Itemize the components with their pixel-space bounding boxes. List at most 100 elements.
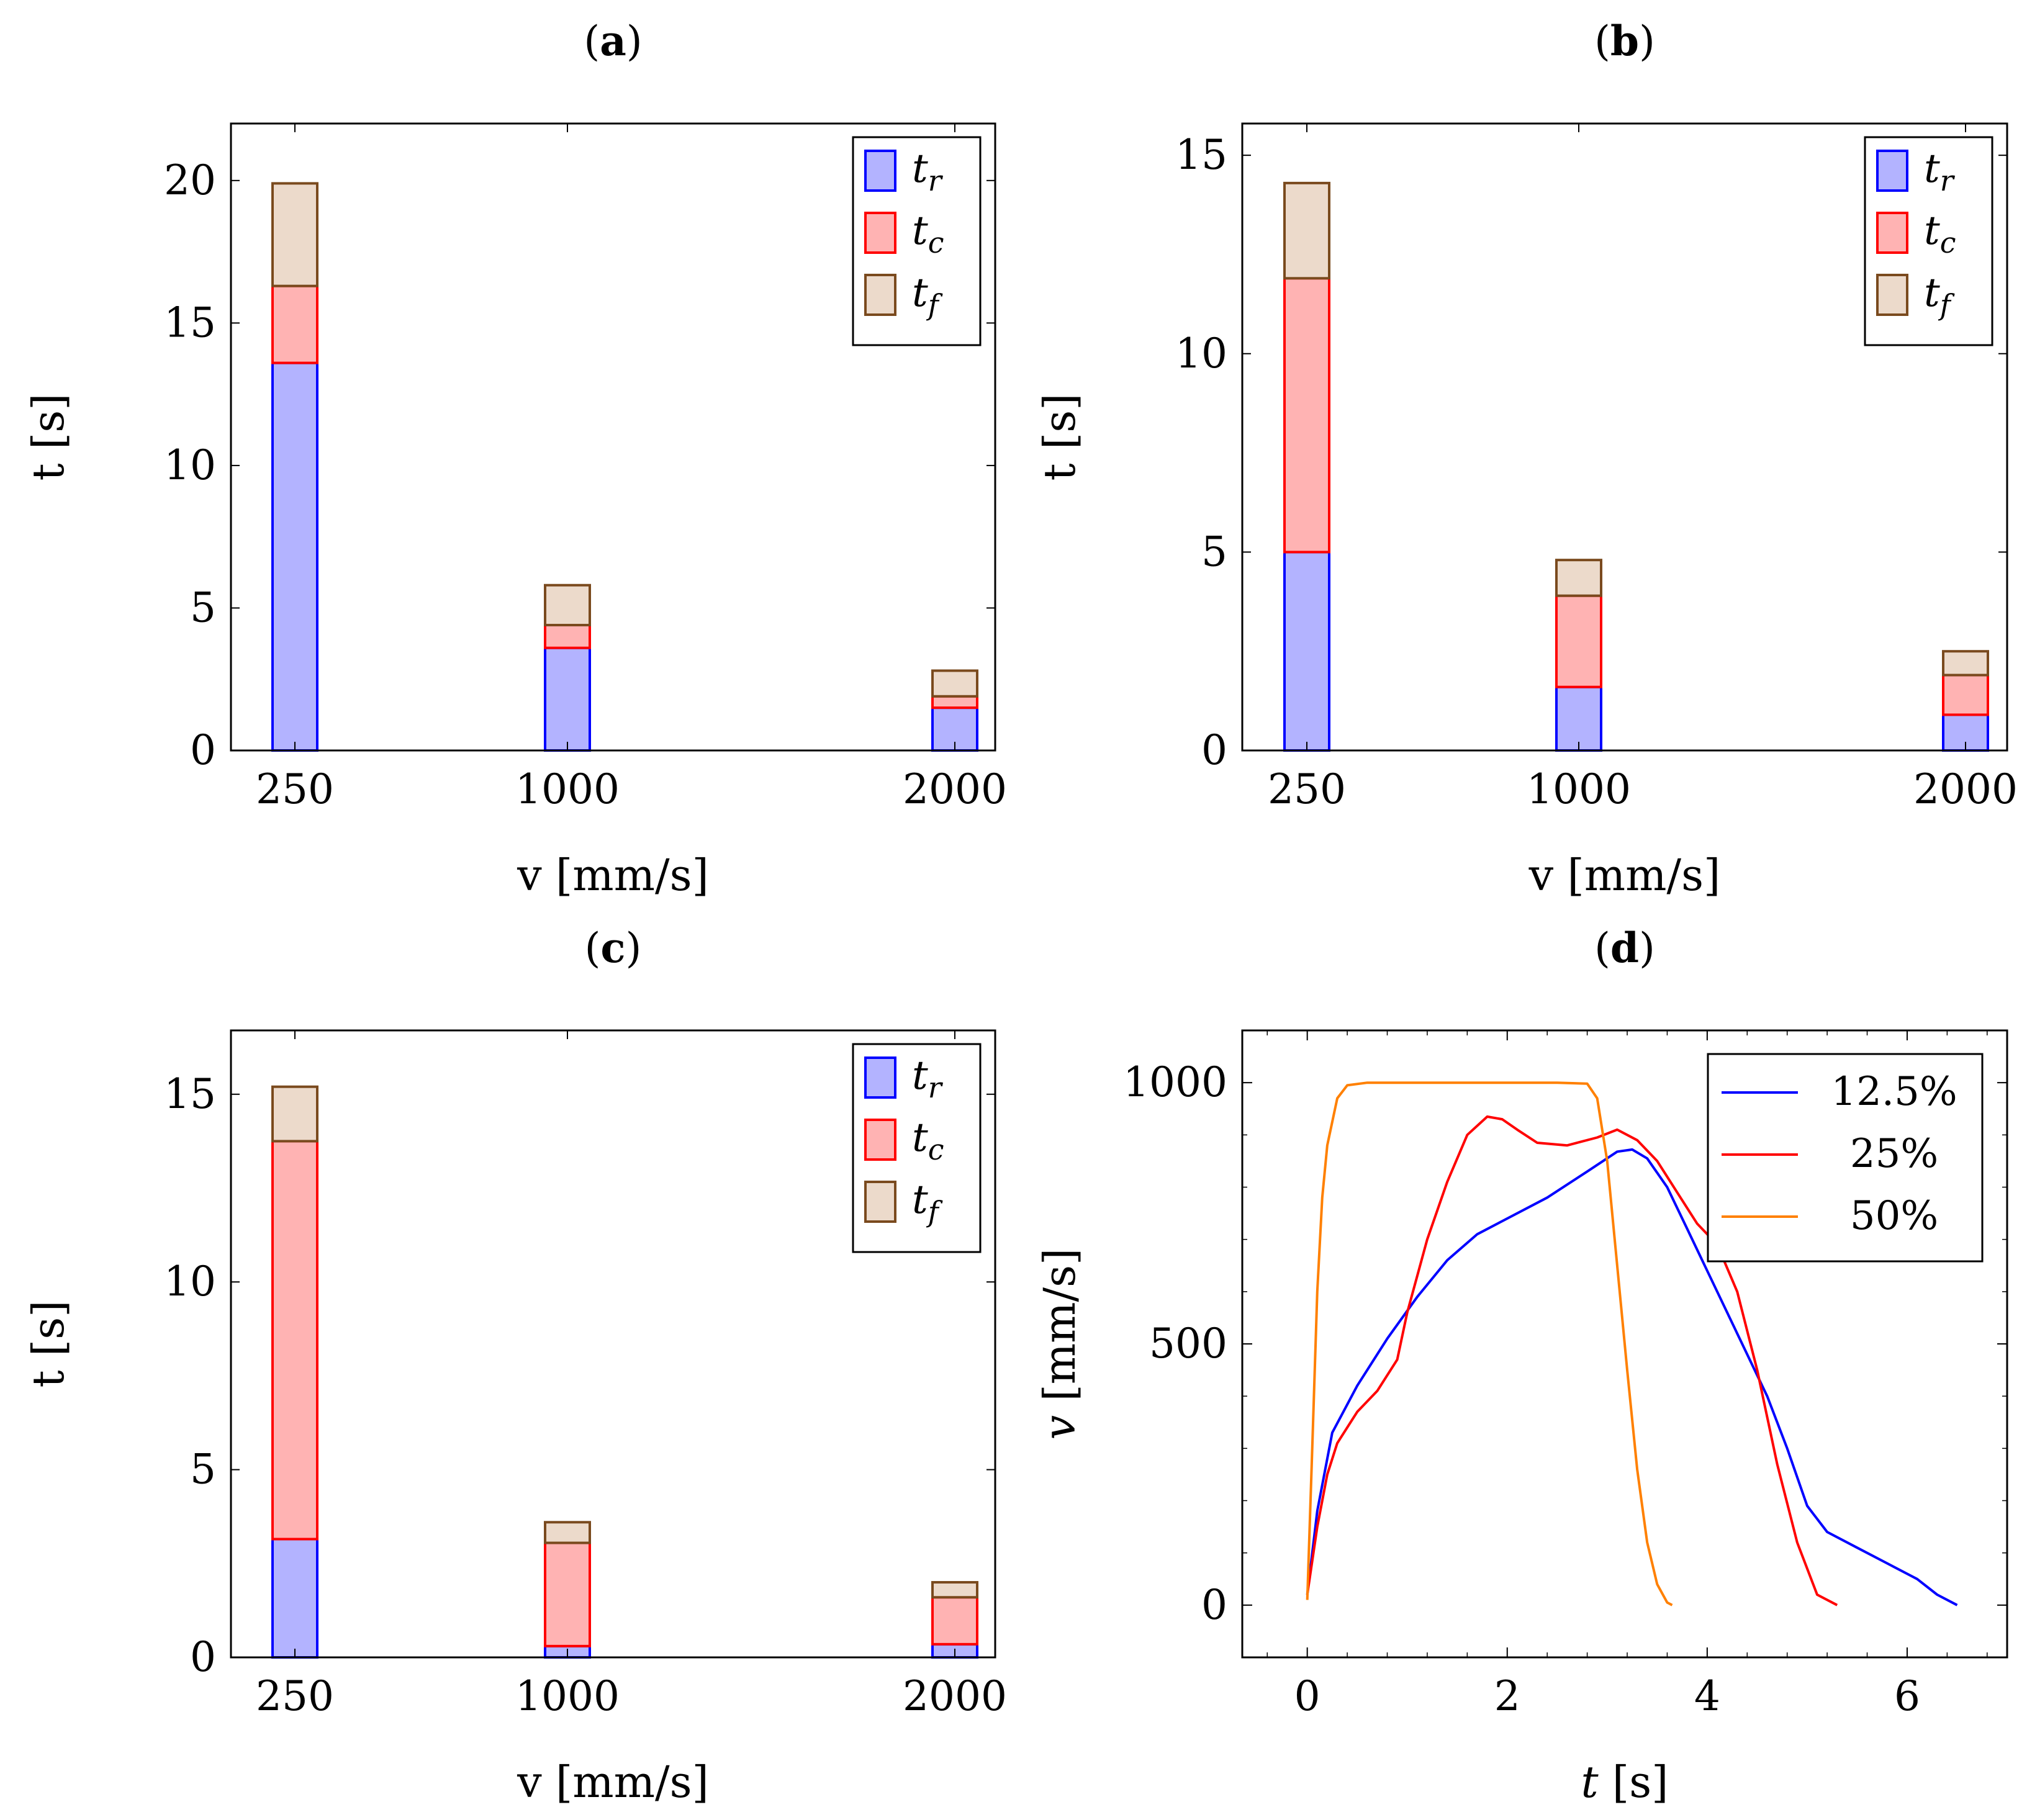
y-axis-symbol: v <box>1034 1415 1085 1440</box>
legend-label-tr: tr <box>912 1053 944 1104</box>
bar-t_f-250 <box>271 1085 318 1143</box>
series-line-50pct <box>1306 1081 1673 1606</box>
legend-swatch-t_r <box>1876 150 1908 192</box>
x-axis-symbol: t <box>1581 1757 1599 1808</box>
title-open-paren: ( <box>1594 924 1610 972</box>
y-axis-label: t [s] <box>23 394 74 481</box>
title-open-paren: ( <box>585 924 601 972</box>
bar-t_c-250 <box>271 284 318 364</box>
axes-frame <box>230 122 996 752</box>
title-close-paren: ) <box>626 924 642 972</box>
title-close-paren: ) <box>1639 17 1655 65</box>
y-tick-label: 0 <box>1201 726 1227 774</box>
axes-frame <box>230 1029 996 1659</box>
legend-label-25pct: 25% <box>1850 1131 1938 1177</box>
bar-t_f-2000 <box>1942 650 1989 677</box>
legend-subscript: r <box>928 164 944 197</box>
bar-t_r-250 <box>271 361 318 752</box>
y-tick-label: 10 <box>164 1258 216 1305</box>
bar-t_f-250 <box>271 182 318 287</box>
y-tick-label: 0 <box>190 1633 216 1681</box>
x-tick-label: 1000 <box>1527 765 1631 813</box>
y-axis-unit: [mm/s] <box>1034 1248 1085 1415</box>
x-tick-label: 250 <box>1268 765 1346 813</box>
series-line-25pct <box>1306 1115 1838 1606</box>
bar-t_f-2000 <box>931 1581 978 1599</box>
axes-frame <box>1241 122 2008 752</box>
legend-label-tr: tr <box>912 146 944 197</box>
y-tick-label: 5 <box>1201 528 1227 575</box>
legend-symbol: t <box>1924 270 1940 316</box>
x-axis-label: v [mm/s] <box>517 1757 709 1808</box>
bar-t_c-2000 <box>931 695 978 710</box>
title-close-paren: ) <box>626 17 643 65</box>
y-tick-label: 20 <box>164 156 216 204</box>
x-tick-label: 6 <box>1894 1672 1920 1720</box>
y-axis-label: t [s] <box>1034 394 1085 481</box>
legend-label-tr: tr <box>1924 146 1956 197</box>
title-open-paren: ( <box>1594 17 1610 65</box>
panel-title: (a) <box>584 17 642 65</box>
legend-symbol: t <box>912 270 928 316</box>
x-tick-label: 1000 <box>515 765 620 813</box>
bar-t_c-2000 <box>1942 673 1989 716</box>
legend-swatch-t_r <box>864 150 896 192</box>
y-axis-label: v [mm/s] <box>1034 1248 1085 1440</box>
title-letter: d <box>1610 924 1639 972</box>
y-tick-label: 15 <box>164 1070 216 1118</box>
legend-symbol: t <box>1924 146 1940 192</box>
legend-swatch-t_f <box>1876 274 1908 316</box>
x-axis-label: v [mm/s] <box>1528 850 1721 901</box>
series-line-12.5pct <box>1306 1148 1958 1606</box>
legend-swatch-t_r <box>864 1056 896 1099</box>
bar-t_c-2000 <box>931 1596 978 1646</box>
legend-label-tc: tc <box>1924 208 1956 259</box>
legend-swatch-t_c <box>864 212 896 254</box>
title-letter: b <box>1610 17 1639 65</box>
y-tick-label: 15 <box>164 299 216 346</box>
legend-box <box>1707 1053 1984 1263</box>
chart-panel-d: (d) 0 2 4 6 0 500 1000 t [s] v [mm/s] 12.5% 25% 50% <box>1034 924 2008 1808</box>
bar-t_r-250 <box>1283 551 1330 752</box>
legend-swatch-t_f <box>864 1181 896 1223</box>
y-tick-label: 5 <box>190 583 216 631</box>
x-axis-label: t [s] <box>1581 1757 1669 1808</box>
legend: 12.5% 25% 50% <box>1707 1053 1984 1263</box>
bar-t_f-1000 <box>544 1521 591 1544</box>
y-tick-label: 0 <box>190 726 216 774</box>
title-letter: a <box>600 17 626 65</box>
bar-t_c-1000 <box>544 1541 591 1647</box>
legend-label-tc: tc <box>912 208 944 259</box>
bar-t_r-250 <box>271 1538 318 1659</box>
y-tick-label: 10 <box>1175 330 1227 377</box>
bar-t_r-1000 <box>1555 685 1602 752</box>
y-tick-label: 15 <box>1175 131 1227 179</box>
panel-title: (c) <box>585 924 642 972</box>
legend-symbol: t <box>912 1053 928 1099</box>
legend-label-50pct: 50% <box>1850 1193 1938 1239</box>
legend-subscript: c <box>928 226 944 259</box>
panel-title: (d) <box>1594 924 1655 972</box>
bar-t_c-1000 <box>1555 594 1602 688</box>
title-letter: c <box>600 924 625 972</box>
bar-t_f-2000 <box>931 669 978 698</box>
legend-symbol: t <box>1924 208 1940 254</box>
x-tick-label: 4 <box>1694 1672 1720 1720</box>
legend-swatch-t_c <box>1876 212 1908 254</box>
title-open-paren: ( <box>584 17 600 65</box>
legend-symbol: t <box>912 208 928 254</box>
legend-label-12.5pct: 12.5% <box>1831 1069 1957 1115</box>
bar-t_f-250 <box>1283 181 1330 280</box>
bar-t_f-1000 <box>1555 559 1602 597</box>
legend-label-tf: tf <box>912 270 943 322</box>
x-axis-unit: [s] <box>1599 1757 1669 1808</box>
x-tick-label: 2000 <box>1913 765 2018 813</box>
panel-title: (b) <box>1594 17 1655 65</box>
bar-t_c-250 <box>1283 277 1330 554</box>
